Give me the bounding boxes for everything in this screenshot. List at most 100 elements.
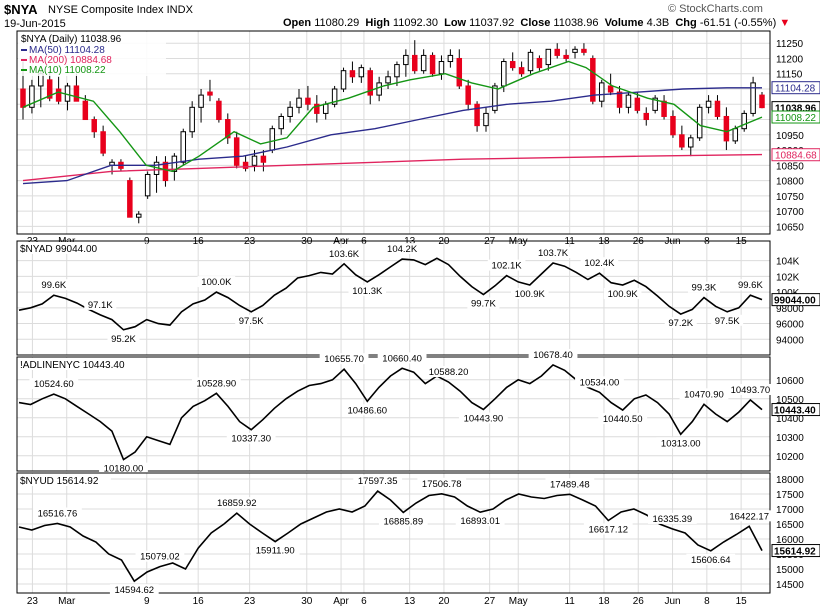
candle-down <box>759 94 765 109</box>
value-annotation: 97.2K <box>668 318 693 329</box>
price-tick-label: 10650 <box>776 222 804 233</box>
price-tag-box <box>771 110 820 124</box>
price-tick-label: 10700 <box>776 207 804 218</box>
value-annotation: 10528.90 <box>197 378 237 389</box>
date-tick-label: 23 <box>27 596 39 607</box>
candle-up <box>688 137 694 148</box>
candle-down <box>305 97 311 105</box>
candle-down <box>590 57 596 102</box>
candle-down <box>563 54 569 59</box>
date-tick-label: 9 <box>144 596 150 607</box>
value-annotation: 104.2K <box>387 244 418 255</box>
indicator-line <box>18 257 763 331</box>
value-annotation: 100.9K <box>608 289 639 300</box>
candle-up <box>501 61 507 87</box>
annotation-bg <box>348 284 387 296</box>
annotation-bg <box>99 462 148 474</box>
last-value-label: 15614.92 <box>774 547 816 558</box>
annotation-bg <box>467 297 500 309</box>
candle-up <box>492 85 498 111</box>
value-annotation: 10443.90 <box>464 413 504 424</box>
ma200-line <box>22 153 763 182</box>
date-tick-label: 30 <box>301 596 313 607</box>
panel-title-bg <box>18 474 111 486</box>
indicator-tick-label: 98000 <box>776 304 804 315</box>
indicator-tick-label: 10400 <box>776 414 804 425</box>
date-tick-label: Mar <box>58 596 76 607</box>
candle-down <box>46 79 53 99</box>
date-tick-label: 20 <box>438 596 450 607</box>
value-annotation: 16885.89 <box>383 516 423 527</box>
value-annotation: 97.5K <box>715 316 740 327</box>
annotation-bg <box>725 383 775 395</box>
value-annotation: 16516.76 <box>38 508 78 519</box>
copyright: © StockCharts.com <box>668 3 763 15</box>
annotation-bg <box>109 584 159 596</box>
annotation-bg <box>342 404 392 416</box>
candle-up <box>180 131 187 163</box>
candle-down <box>207 91 213 96</box>
value-annotation: 10678.40 <box>533 350 573 361</box>
value-annotation: 102.4K <box>584 258 615 269</box>
price-tag-label: 11008.22 <box>775 113 816 124</box>
candle-down <box>20 88 26 108</box>
value-annotation: 10470.90 <box>684 389 724 400</box>
indicator-tick-label: 10600 <box>776 376 804 387</box>
date-tick-label: 23 <box>244 596 256 607</box>
legend-entry: MA(10) 11008.22 <box>29 65 106 76</box>
value-annotation: 101.3K <box>352 286 383 297</box>
chart-date: 19-Jun-2015 <box>4 18 66 30</box>
value-annotation: 99.7K <box>471 298 496 309</box>
candle-down <box>162 161 169 182</box>
candle-down <box>679 134 685 148</box>
annotation-bg <box>511 288 549 300</box>
candle-down <box>670 115 676 136</box>
date-tick-label: 8 <box>704 596 710 607</box>
candle-up <box>251 155 258 166</box>
candle-down <box>509 61 516 69</box>
value-annotation: 97.1K <box>88 300 113 311</box>
candle-up <box>438 61 445 75</box>
panel-title: $NYAD 99044.00 <box>20 244 98 255</box>
indicator-tick-label: 14500 <box>776 580 804 591</box>
candle-up <box>625 94 632 108</box>
value-annotation: 15606.64 <box>691 555 731 566</box>
candle-up <box>296 97 302 108</box>
candle-down <box>91 119 97 133</box>
indicator-tick-label: 15000 <box>776 565 804 576</box>
candle-down <box>456 57 463 87</box>
indicator-tick-label: 94000 <box>776 335 804 346</box>
indicator-line <box>18 363 763 461</box>
annotation-bg <box>664 317 697 329</box>
indicator-tick-label: 10300 <box>776 433 804 444</box>
candle-up <box>394 64 400 78</box>
candle-down <box>127 180 133 218</box>
annotation-bg <box>417 477 467 489</box>
candle-down <box>233 137 240 166</box>
candle-down <box>55 88 62 102</box>
date-tick-label: 15 <box>736 596 748 607</box>
index-name: NYSE Composite Index INDX <box>48 4 193 16</box>
annotation-bg <box>598 413 648 425</box>
panel-title-bg <box>18 358 142 370</box>
quote-bar: Open 11080.29 High 11092.30 Low 11037.92… <box>283 17 791 29</box>
symbol-title: $NYA <box>4 2 38 17</box>
annotation-bg <box>84 298 117 310</box>
candle-up <box>358 67 365 78</box>
panel-title: $NYUD 15614.92 <box>20 476 99 487</box>
candle-up <box>331 88 338 105</box>
value-annotation: 102.1K <box>492 261 523 272</box>
candle-down <box>367 70 373 96</box>
annotation-bg <box>235 314 268 326</box>
candle-up <box>376 82 382 96</box>
ma50-line <box>22 87 762 185</box>
indicator-tick-label: 17500 <box>776 490 804 501</box>
value-annotation: 10313.00 <box>661 438 701 449</box>
annotation-bg <box>107 332 140 344</box>
date-tick-label: May <box>509 596 528 607</box>
value-annotation: 15911.90 <box>256 546 295 557</box>
date-tick-label: Jun <box>664 596 680 607</box>
candle-up <box>483 112 489 127</box>
panel-frame-0 <box>16 30 771 235</box>
date-tick-label: 6 <box>361 596 367 607</box>
